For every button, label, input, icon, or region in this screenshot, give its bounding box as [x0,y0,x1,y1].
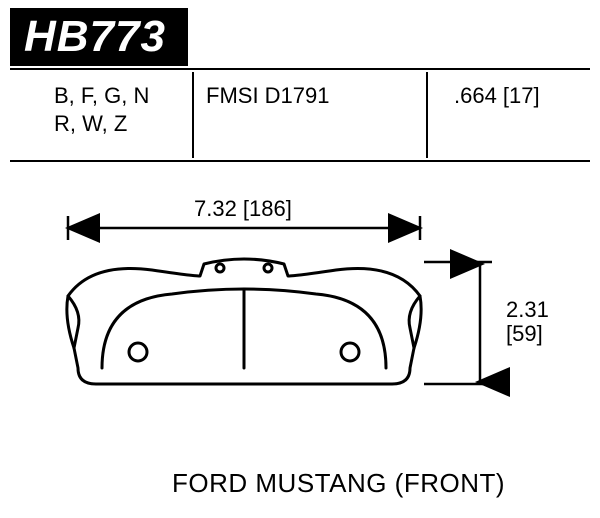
height-dimension [0,0,600,425]
height-in: 2.31 [506,298,549,322]
height-dimension-label: 2.31 [59] [506,298,549,346]
height-mm: [59] [506,322,549,346]
brake-pad-spec-diagram: HB773 B, F, G, N R, W, Z FMSI D1791 .664… [0,0,600,518]
application-caption: FORD MUSTANG (FRONT) [172,468,505,499]
